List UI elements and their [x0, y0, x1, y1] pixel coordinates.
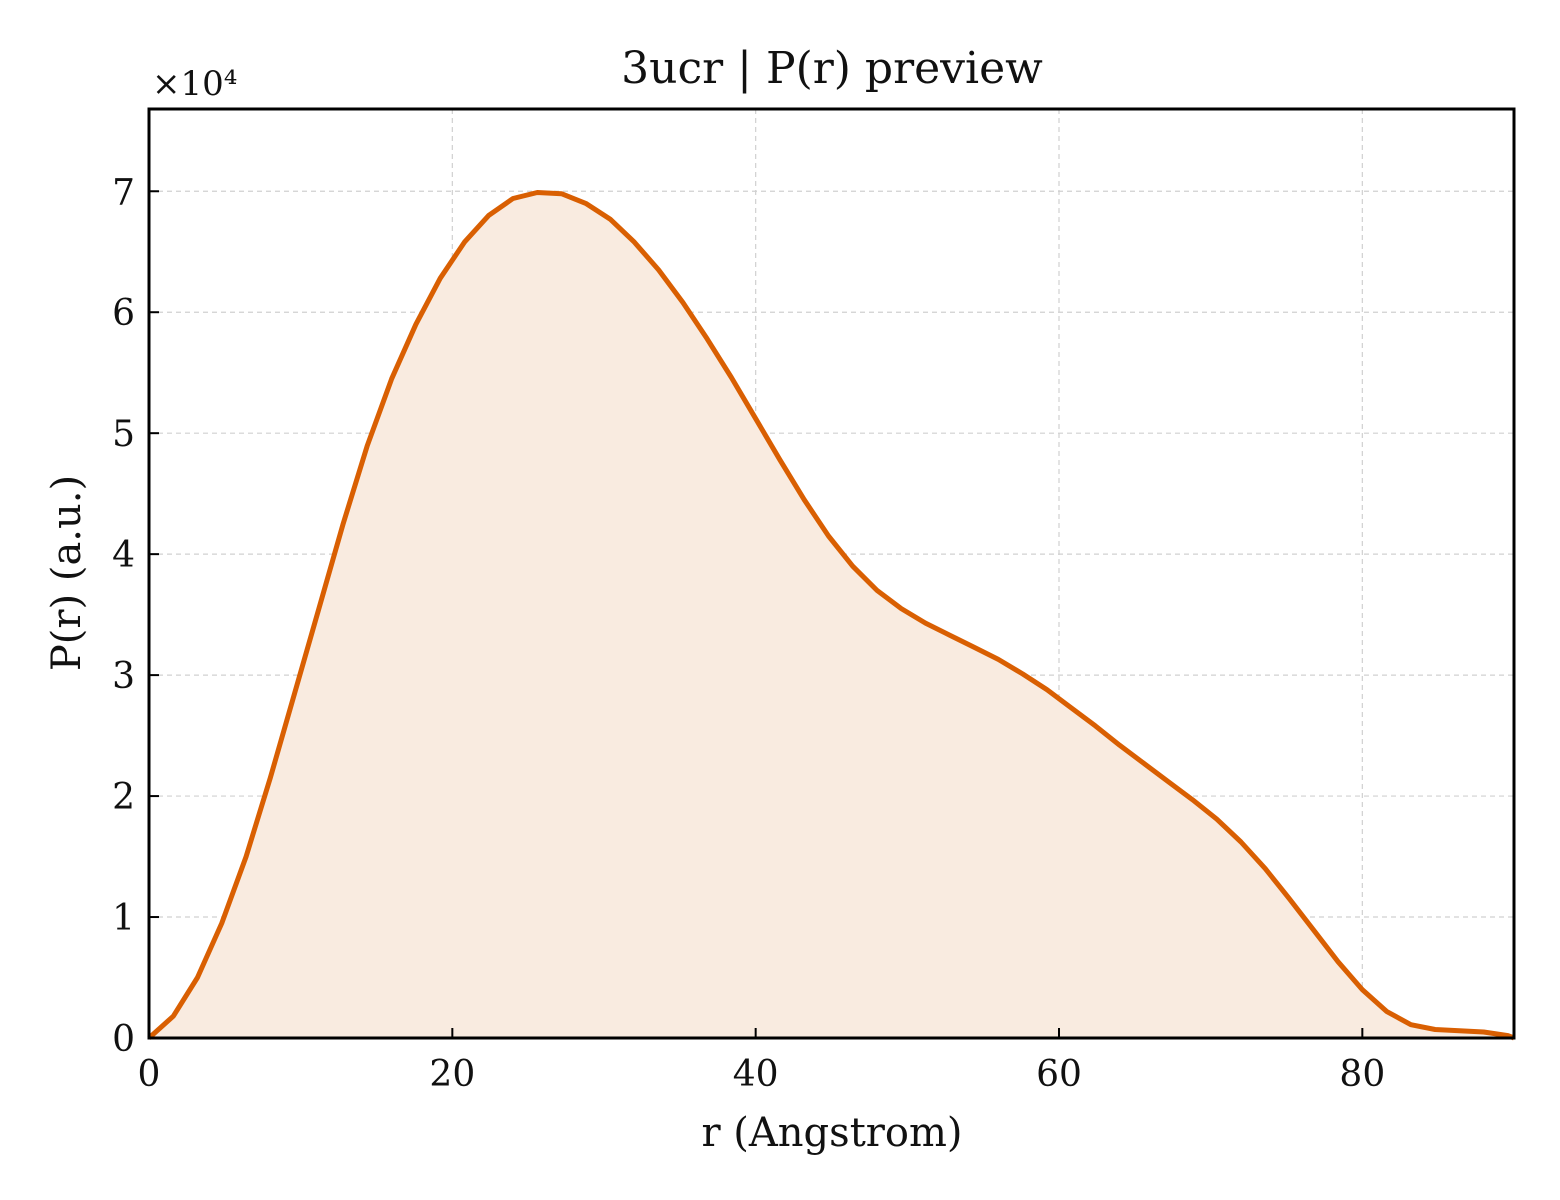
y-offset-label: ×10⁴ [152, 64, 237, 104]
x-tick-label: 40 [733, 1054, 779, 1095]
y-tick-label: 4 [112, 535, 135, 576]
x-tick-label: 80 [1339, 1054, 1385, 1095]
x-tick-label: 60 [1036, 1054, 1082, 1095]
x-tick-label: 0 [138, 1054, 161, 1095]
y-tick-label: 3 [112, 656, 135, 697]
pr-area-fill [149, 192, 1514, 1038]
y-tick-label: 6 [112, 293, 135, 334]
y-tick-label: 7 [112, 172, 135, 213]
pr-curve-line [147, 190, 1515, 1041]
y-tick-label: 1 [112, 898, 135, 939]
y-axis-label: P(r) (a.u.) [44, 475, 90, 671]
plot-frame [147, 107, 1516, 1040]
chart-title: 3ucr | P(r) preview [621, 43, 1043, 94]
x-axis-label: r (Angstrom) [701, 1110, 962, 1156]
y-tick-label: 0 [112, 1019, 135, 1060]
y-tick-label: 5 [112, 414, 135, 455]
x-tick-label: 20 [429, 1054, 475, 1095]
y-tick-label: 2 [112, 777, 135, 818]
axis-ticks: 0 20 40 60 80 0 1 2 3 4 5 6 7 [112, 172, 1385, 1095]
